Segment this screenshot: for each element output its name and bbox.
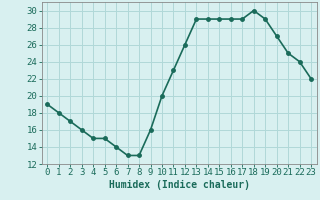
X-axis label: Humidex (Indice chaleur): Humidex (Indice chaleur) (109, 180, 250, 190)
